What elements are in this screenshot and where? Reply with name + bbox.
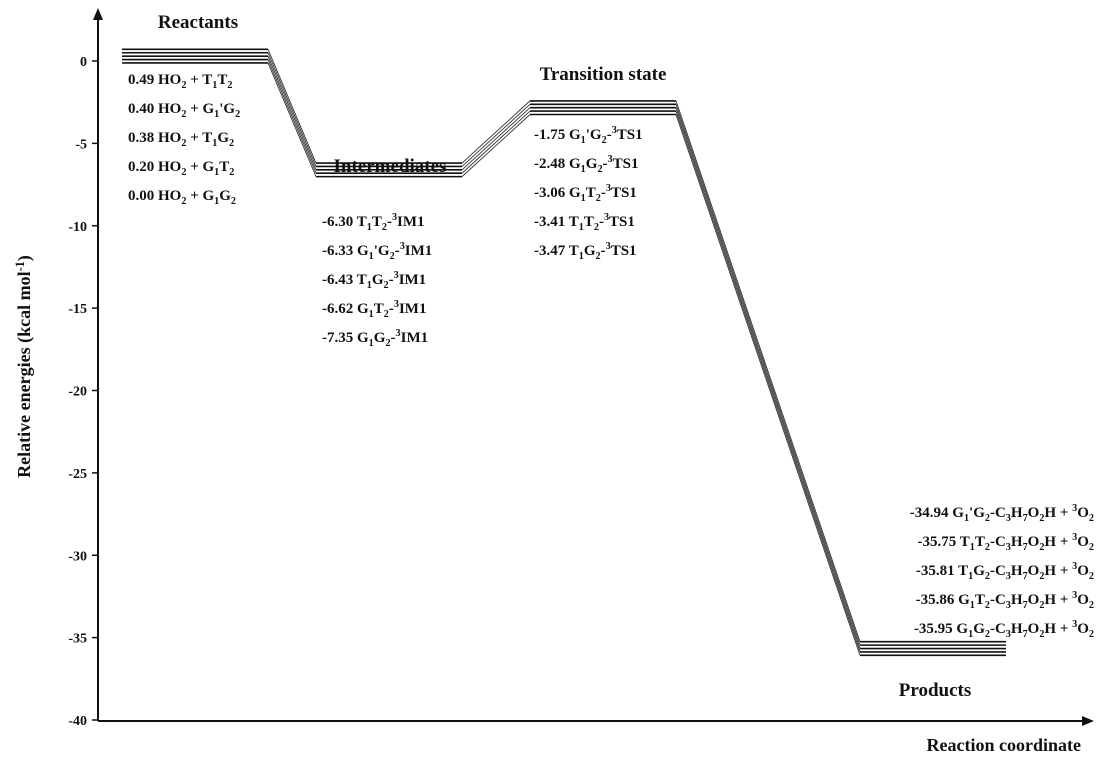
connector-reactants-to-intermediates bbox=[267, 49, 317, 164]
axes: 0 -5 -10 -15 -20 -25 -30 -35 -40 Relative energie… bbox=[13, 8, 1094, 755]
reactants-level-label: 0.20 HO2 + G1T2 bbox=[128, 159, 234, 178]
connector-reactants-to-intermediates bbox=[267, 55, 317, 171]
connector-intermediates-to-transition-state bbox=[461, 114, 531, 177]
connector-reactants-to-intermediates bbox=[267, 52, 317, 167]
reactants-level-label: 0.38 HO2 + T1G2 bbox=[128, 130, 234, 149]
connector-lines bbox=[267, 49, 861, 656]
products-title: Products bbox=[899, 680, 971, 701]
connector-transition-state-to-products bbox=[675, 110, 861, 653]
y-tick-label: 0 bbox=[80, 55, 87, 70]
connector-intermediates-to-transition-state bbox=[461, 107, 531, 171]
intermediates-level-label: -6.30 T1T2-3IM1 bbox=[322, 212, 425, 233]
products-level-label: -35.81 T1G2-C3H7O2H + 3O2 bbox=[916, 561, 1094, 582]
x-axis-title: Reaction coordinate bbox=[927, 735, 1081, 755]
y-tick-label: -15 bbox=[68, 302, 87, 317]
reactants-title: Reactants bbox=[158, 12, 238, 33]
transition-state-level-label: -3.06 G1T2-3TS1 bbox=[534, 183, 637, 204]
level-labels: Reactants 0.49 HO2 + T1T2 0.40 HO2 + G1'G2… bbox=[128, 12, 1094, 701]
intermediates-level-label: -7.35 G1G2-3IM1 bbox=[322, 328, 428, 349]
connector-reactants-to-intermediates bbox=[267, 59, 317, 174]
connector-intermediates-to-transition-state bbox=[461, 110, 531, 174]
y-tick-label: -10 bbox=[68, 220, 87, 235]
intermediates-title: Intermediates bbox=[334, 156, 447, 177]
transition-state-level-label: -2.48 G1G2-3TS1 bbox=[534, 154, 638, 175]
y-tick-label: -5 bbox=[75, 137, 87, 152]
connector-transition-state-to-products bbox=[675, 107, 861, 649]
transition-state-level-label: -1.75 G1'G2-3TS1 bbox=[534, 125, 643, 146]
intermediates-level-label: -6.43 T1G2-3IM1 bbox=[322, 270, 426, 291]
y-tick-label: -30 bbox=[68, 549, 87, 564]
products-level-label: -35.86 G1T2-C3H7O2H + 3O2 bbox=[916, 590, 1094, 611]
transition-state-title: Transition state bbox=[540, 64, 667, 85]
y-tick-label: -25 bbox=[68, 467, 87, 482]
connector-transition-state-to-products bbox=[675, 100, 861, 642]
reactants-level-label: 0.00 HO2 + G1G2 bbox=[128, 188, 236, 207]
y-tick-label: -20 bbox=[68, 385, 87, 400]
connector-intermediates-to-transition-state bbox=[461, 100, 531, 164]
x-axis-arrowhead bbox=[1082, 716, 1094, 726]
reactants-level-label: 0.49 HO2 + T1T2 bbox=[128, 72, 232, 91]
intermediates-level-label: -6.33 G1'G2-3IM1 bbox=[322, 241, 432, 262]
y-tick-label: -35 bbox=[68, 632, 87, 647]
y-tick-label: -40 bbox=[68, 714, 87, 729]
products-level-label: -35.95 G1G2-C3H7O2H + 3O2 bbox=[914, 619, 1094, 640]
connector-transition-state-to-products bbox=[675, 104, 861, 646]
reactants-level-label: 0.40 HO2 + G1'G2 bbox=[128, 101, 240, 120]
transition-state-level-label: -3.47 T1G2-3TS1 bbox=[534, 241, 637, 262]
transition-state-level-label: -3.41 T1T2-3TS1 bbox=[534, 212, 635, 233]
y-axis-title: Relative energies (kcal mol-1) bbox=[13, 255, 35, 478]
intermediates-level-label: -6.62 G1T2-3IM1 bbox=[322, 299, 426, 320]
connector-intermediates-to-transition-state bbox=[461, 103, 531, 167]
y-axis-arrowhead bbox=[93, 8, 103, 20]
products-level-label: -35.75 T1T2-C3H7O2H + 3O2 bbox=[918, 532, 1094, 553]
products-level-label: -34.94 G1'G2-C3H7O2H + 3O2 bbox=[910, 503, 1094, 524]
connector-transition-state-to-products bbox=[675, 114, 861, 656]
connector-reactants-to-intermediates bbox=[267, 62, 317, 177]
energy-levels bbox=[122, 48, 1006, 657]
